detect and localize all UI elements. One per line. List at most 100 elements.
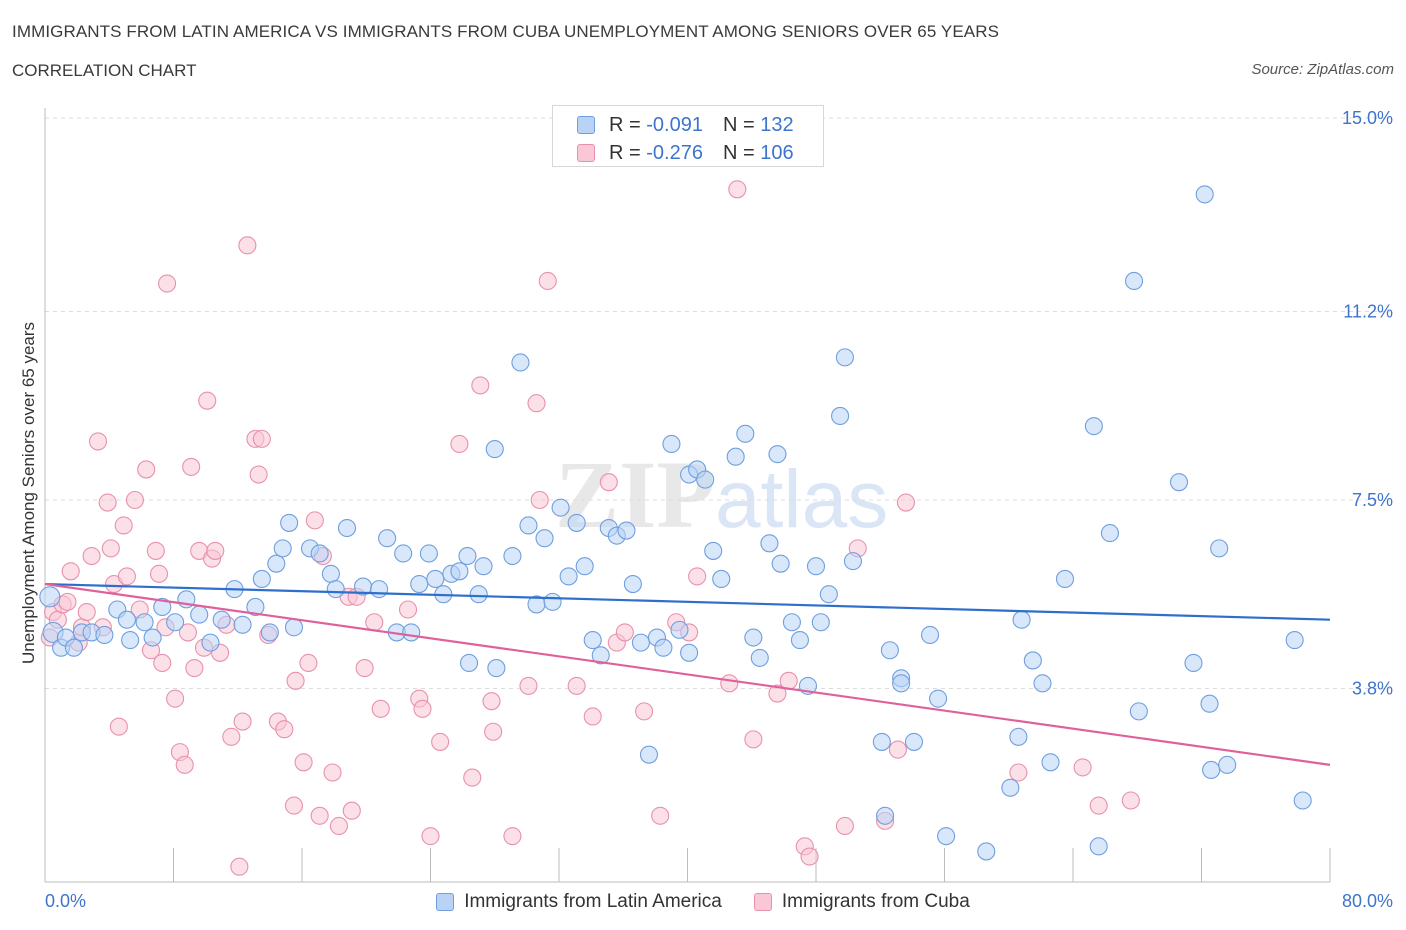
r-value: -0.276	[646, 141, 703, 164]
legend-item-latin-america: Immigrants from Latin America	[436, 891, 722, 913]
latin-america-point	[1285, 631, 1304, 650]
latin-america-point	[1084, 417, 1103, 436]
chart-subtitle: CORRELATION CHART	[12, 61, 197, 80]
cuba-point	[58, 592, 77, 611]
latin-america-point	[639, 745, 659, 764]
latin-america-point	[410, 574, 429, 594]
latin-america-point	[744, 628, 763, 647]
latin-america-point	[654, 638, 673, 657]
cuba-point	[421, 827, 440, 846]
cuba-point	[720, 674, 739, 693]
latin-america-point	[591, 646, 610, 665]
latin-america-point	[835, 348, 854, 367]
latin-america-point	[166, 613, 185, 632]
cuba-point	[249, 465, 268, 484]
latin-america-point	[880, 641, 899, 660]
cuba-point	[342, 801, 361, 820]
cuba-point	[413, 699, 432, 718]
latin-america-point	[337, 518, 357, 538]
latin-america-point	[806, 557, 826, 576]
latin-america-point	[876, 806, 895, 825]
latin-america-point	[1009, 727, 1028, 746]
cuba-point	[615, 623, 634, 642]
latin-america-point	[811, 613, 830, 632]
latin-america-point	[450, 562, 469, 581]
latin-america-point	[485, 440, 504, 459]
latin-america-point	[503, 546, 522, 566]
cuba-point	[114, 516, 133, 535]
latin-america-point	[1195, 185, 1214, 204]
latin-america-point	[370, 580, 389, 599]
latin-america-point	[892, 674, 911, 693]
latin-america-point	[790, 631, 809, 650]
latin-america-point	[267, 554, 286, 573]
latin-america-point	[1012, 610, 1031, 629]
latin-america-point	[252, 569, 271, 588]
n-label: N =	[722, 141, 755, 164]
cuba-point	[182, 457, 201, 476]
cuba-point	[275, 720, 294, 739]
cuba-point	[178, 623, 198, 642]
latin-america-point	[426, 569, 445, 588]
series-latin-america-points	[39, 185, 1312, 861]
cuba-point	[149, 564, 169, 583]
cuba-point	[238, 236, 257, 255]
axes	[44, 108, 1331, 883]
legend-item-cuba: Immigrants from Cuba	[753, 891, 970, 913]
latin-america-point	[535, 529, 554, 548]
latin-america-point	[135, 613, 154, 632]
cuba-point	[222, 727, 241, 746]
legend-swatch-pink	[577, 144, 595, 162]
cuba-point	[355, 659, 374, 678]
cuba-point	[206, 541, 225, 560]
latin-america-point	[469, 585, 488, 604]
latin-america-point	[280, 513, 299, 532]
cuba-trend-line	[44, 582, 1331, 766]
latin-america-point	[1200, 694, 1219, 713]
latin-america-point	[190, 605, 209, 624]
cuba-point	[744, 730, 763, 749]
cuba-point	[471, 376, 490, 395]
cuba-point	[88, 432, 108, 451]
cuba-point	[463, 768, 482, 787]
latin-america-point	[750, 648, 769, 667]
latin-america-point	[1023, 651, 1042, 670]
cuba-point	[117, 567, 136, 586]
latin-america-point	[64, 638, 83, 657]
latin-america-point	[321, 564, 340, 583]
latin-america-point	[831, 406, 850, 426]
latin-america-point	[487, 659, 506, 678]
cuba-point	[175, 755, 194, 774]
latin-america-point	[583, 631, 602, 650]
latin-america-trend-line	[44, 582, 1331, 621]
latin-america-point	[631, 633, 650, 652]
cuba-point	[538, 271, 557, 291]
cuba-point	[329, 816, 348, 836]
latin-america-point	[680, 643, 699, 662]
cuba-point	[252, 429, 271, 448]
legend-row-cuba: R = -0.276 N = 106	[577, 141, 794, 165]
latin-america-point	[519, 516, 538, 535]
y-tick-label: 11.2%	[1343, 302, 1393, 322]
latin-america-point	[1184, 653, 1203, 673]
cuba-point	[166, 689, 185, 708]
cuba-point	[896, 493, 916, 512]
latin-america-point	[623, 574, 642, 594]
series-legend: Immigrants from Latin America Immigrants…	[0, 890, 1406, 914]
latin-america-point	[760, 534, 779, 553]
latin-america-point	[273, 539, 292, 558]
latin-america-point	[326, 580, 345, 599]
latin-america-point	[977, 842, 996, 861]
latin-america-point	[1001, 778, 1020, 797]
tick-labels: 3.8% 7.5% 11.2% 15.0% 0.0% 80.0%	[45, 108, 1393, 911]
latin-america-point	[904, 732, 924, 751]
cuba-point	[125, 490, 144, 510]
cuba-point	[583, 707, 602, 726]
cuba-point	[567, 676, 586, 695]
cuba-point	[310, 806, 329, 825]
cuba-point	[305, 511, 324, 530]
latin-america-point	[310, 544, 329, 563]
r-value: -0.091	[646, 113, 703, 136]
latin-america-point	[260, 623, 279, 642]
latin-america-point	[771, 554, 790, 573]
